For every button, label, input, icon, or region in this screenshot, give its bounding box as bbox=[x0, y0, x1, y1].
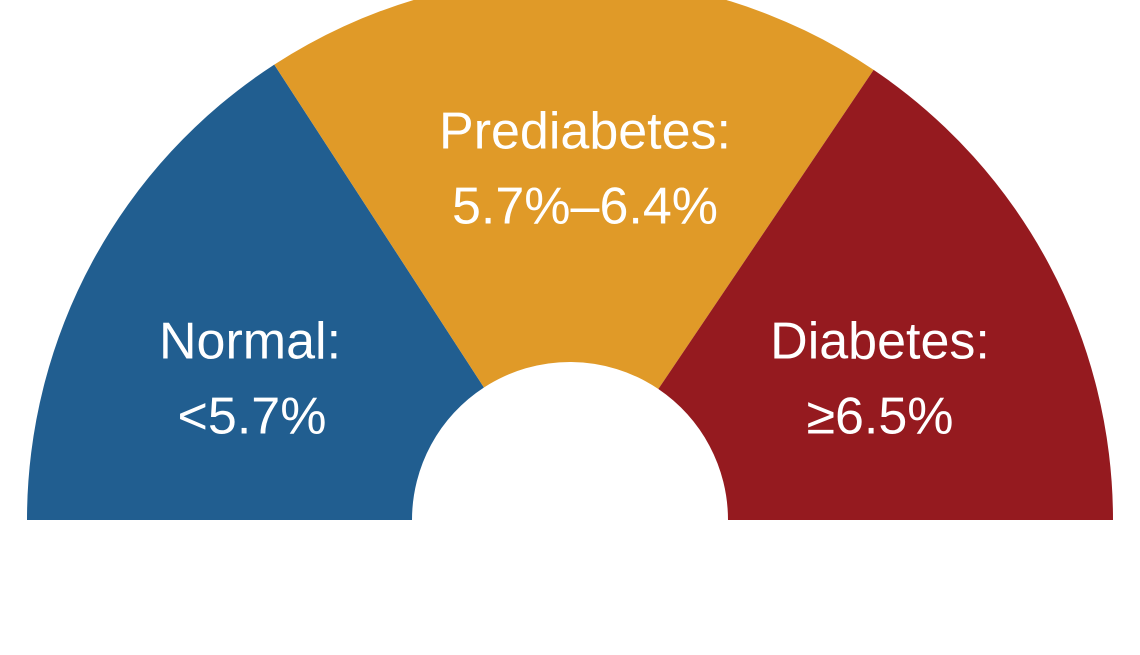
segment bbox=[274, 0, 874, 390]
segment-range: 5.7%–6.4% bbox=[452, 178, 718, 236]
segment-label: Normal: bbox=[159, 313, 341, 371]
segments bbox=[27, 0, 1113, 521]
segment-label: Diabetes: bbox=[770, 313, 990, 371]
segment-label: Prediabetes: bbox=[439, 103, 731, 161]
segment-range: ≥6.5% bbox=[806, 388, 953, 446]
labels: Normal: <5.7% Prediabetes: 5.7%–6.4% Dia… bbox=[159, 103, 990, 446]
segment bbox=[658, 69, 1113, 521]
segment-range: <5.7% bbox=[178, 388, 327, 446]
segment bbox=[27, 64, 484, 521]
